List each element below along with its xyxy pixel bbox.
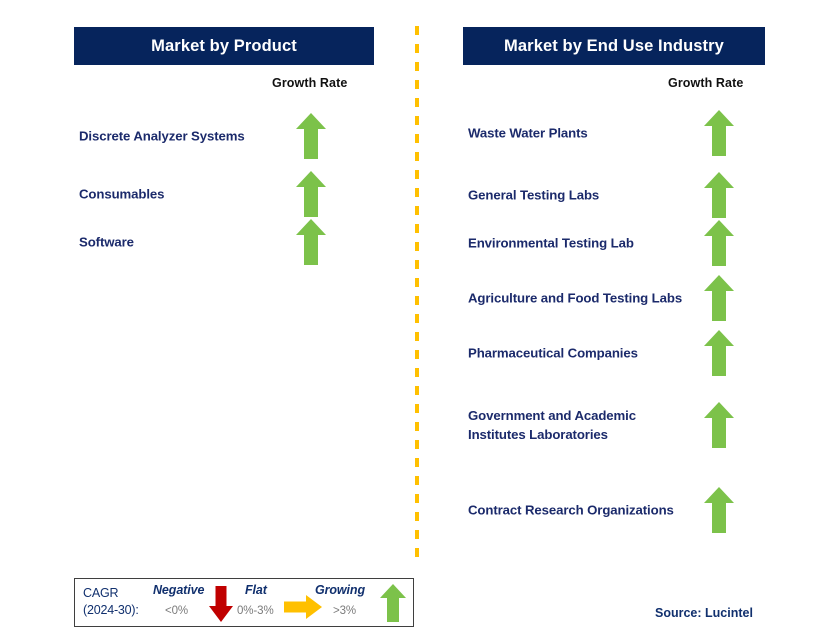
- growth-rate-label-left: Growth Rate: [272, 76, 348, 90]
- legend-range-negative: <0%: [165, 605, 189, 617]
- arrow-up-icon: [704, 487, 734, 533]
- market-by-end-use-industry-panel: Market by End Use Industry Growth Rate W…: [463, 0, 765, 639]
- growth-rate-label-right: Growth Rate: [668, 76, 744, 90]
- legend-term-negative: Negative: [153, 583, 205, 597]
- row-label: Consumables: [79, 186, 165, 202]
- arrow-up-icon: [296, 171, 326, 217]
- arrow-up-icon: [704, 330, 734, 376]
- row-label: Pharmaceutical Companies: [468, 345, 638, 361]
- row-label: Environmental Testing Lab: [468, 235, 634, 251]
- legend-range-growing: >3%: [333, 605, 357, 617]
- legend-range-flat: 0%-3%: [237, 605, 274, 617]
- row-label: Government and Academic Institutes Labor…: [468, 408, 636, 442]
- arrow-down-icon: [209, 586, 233, 627]
- source-label: Source: Lucintel: [655, 606, 753, 620]
- arrow-up-icon: [296, 219, 326, 265]
- arrow-up-icon: [704, 220, 734, 266]
- market-by-product-header: Market by Product: [74, 27, 374, 65]
- arrow-right-icon: [284, 595, 322, 624]
- arrow-up-icon: [380, 584, 406, 627]
- arrow-up-icon: [704, 402, 734, 448]
- cagr-legend: CAGR (2024-30): Negative <0% Flat 0%-3% …: [74, 578, 414, 627]
- market-by-product-panel: Market by Product Growth Rate Discrete A…: [74, 0, 374, 639]
- market-by-end-use-industry-header: Market by End Use Industry: [463, 27, 765, 65]
- row-label: Waste Water Plants: [468, 125, 588, 141]
- legend-cagr-label: CAGR (2024-30):: [83, 586, 139, 617]
- row-label: General Testing Labs: [468, 187, 600, 203]
- row-label: Agriculture and Food Testing Labs: [468, 290, 683, 306]
- vertical-dashed-divider: [415, 26, 419, 566]
- arrow-up-icon: [704, 110, 734, 156]
- arrow-up-icon: [296, 113, 326, 159]
- row-label: Contract Research Organizations: [468, 502, 674, 518]
- arrow-up-icon: [704, 275, 734, 321]
- legend-term-growing: Growing: [315, 583, 365, 597]
- row-label: Software: [79, 234, 134, 250]
- legend-term-flat: Flat: [245, 583, 267, 597]
- arrow-up-icon: [704, 172, 734, 218]
- row-label: Discrete Analyzer Systems: [79, 128, 245, 144]
